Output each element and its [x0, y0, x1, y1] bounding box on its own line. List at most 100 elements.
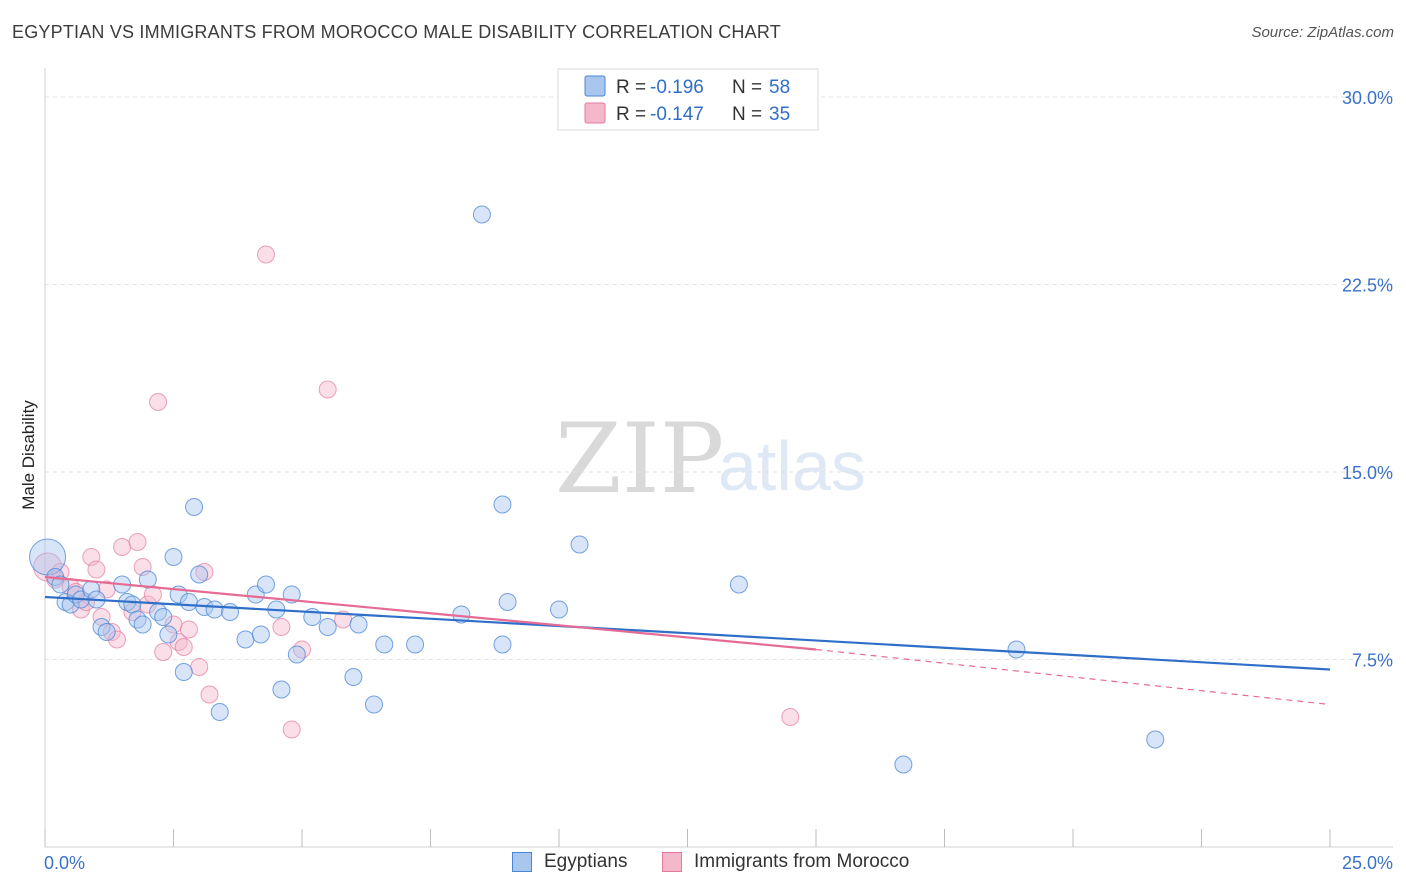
chart-title: EGYPTIAN VS IMMIGRANTS FROM MOROCCO MALE…: [12, 22, 781, 42]
egyptians-point-52: [729, 575, 748, 594]
egyptians-point-55: [1146, 730, 1165, 749]
egyptians-point-22: [174, 663, 193, 681]
x-tick-labels: 0.0% 25.0%: [44, 853, 1393, 873]
morocco-point-22: [169, 633, 188, 651]
egyptians-point-42: [364, 695, 383, 714]
morocco-point-12: [107, 630, 126, 649]
egyptians-point-10: [97, 623, 116, 641]
source-credit: Source: ZipAtlas.com: [1251, 24, 1394, 41]
egyptians-point-2: [51, 575, 70, 594]
egyptians-point-20: [164, 548, 183, 566]
egyptians-point-13: [123, 595, 142, 614]
morocco-point-31: [293, 640, 311, 659]
legend-r-value-egyptians: -0.196: [650, 77, 704, 98]
y-tick-label-2: 22.5%: [1342, 276, 1393, 296]
egyptians-trend-line: [44, 595, 1331, 671]
egyptians-point-33: [257, 575, 276, 594]
morocco-point-23: [174, 638, 193, 656]
y-tick-label-3: 30.0%: [1342, 88, 1393, 108]
axes: [44, 68, 1393, 848]
morocco-point-24: [179, 620, 198, 639]
egyptians-point-27: [205, 600, 224, 619]
egyptians-point-28: [210, 703, 229, 721]
egyptians-point-51: [570, 535, 589, 554]
morocco-point-17: [138, 595, 157, 614]
legend-r-value-morocco: -0.147: [650, 104, 704, 125]
egyptians-point-54: [1007, 640, 1026, 659]
legend-swatch-morocco: [584, 102, 606, 124]
egyptians-point-16: [138, 570, 157, 589]
legend-n-label-morocco: N =: [732, 104, 762, 125]
egyptians-point-47: [493, 495, 512, 514]
series-morocco-points: [33, 245, 800, 739]
morocco-point-30: [282, 720, 301, 739]
legend-swatch-morocco-bottom: [662, 852, 682, 872]
egyptians-point-0: [29, 538, 67, 576]
legend-swatch-egyptians-bottom: [512, 852, 532, 872]
egyptians-point-41: [349, 615, 368, 634]
legend-label-egyptians: Egyptians: [544, 851, 628, 872]
legend-r-label-morocco: R =: [616, 104, 646, 125]
series-egyptians-points: [29, 205, 1165, 774]
egyptians-point-50: [550, 600, 568, 619]
egyptians-point-15: [133, 615, 152, 634]
x-tick-label-0: 0.0%: [44, 853, 85, 873]
egyptians-point-49: [498, 593, 517, 611]
egyptians-point-19: [159, 625, 178, 644]
legend-label-morocco: Immigrants from Morocco: [694, 851, 910, 872]
y-tick-labels: 7.5% 15.0% 22.5% 30.0%: [1342, 88, 1393, 671]
watermark-zip: ZIP: [555, 403, 724, 515]
morocco-point-20: [154, 643, 173, 661]
morocco-point-29: [272, 618, 291, 636]
egyptians-point-18: [154, 608, 173, 626]
legend-item-egyptians: Egyptians: [512, 851, 627, 873]
egyptians-point-32: [251, 625, 270, 644]
legend-item-morocco: Immigrants from Morocco: [662, 851, 909, 873]
morocco-point-34: [781, 708, 800, 726]
egyptians-point-35: [272, 680, 291, 699]
egyptians-point-40: [344, 668, 363, 686]
morocco-point-25: [190, 658, 209, 676]
x-tick-label-1: 25.0%: [1342, 853, 1393, 873]
legend-n-value-morocco: 35: [769, 104, 790, 125]
legend-n-value-egyptians: 58: [769, 77, 790, 98]
watermark: ZIP atlas: [555, 403, 866, 515]
legend-n-label-egyptians: N =: [732, 77, 762, 98]
watermark-atlas: atlas: [718, 427, 866, 505]
y-tick-label-1: 15.0%: [1342, 463, 1393, 483]
morocco-point-8: [87, 560, 106, 579]
egyptians-point-37: [287, 645, 306, 664]
egyptians-point-14: [128, 610, 147, 629]
y-axis-label: Male Disability: [19, 400, 38, 510]
morocco-point-13: [113, 538, 132, 556]
legend-r-label-egyptians: R =: [616, 77, 646, 98]
egyptians-point-25: [190, 565, 209, 584]
egyptians-point-43: [375, 635, 394, 654]
egyptians-point-23: [179, 593, 198, 611]
morocco-point-26: [195, 563, 214, 581]
morocco-trend-extension: [815, 648, 1331, 706]
y-tick-label-0: 7.5%: [1352, 651, 1393, 671]
egyptians-point-46: [472, 205, 491, 224]
series-legend: Egyptians Immigrants from Morocco: [0, 851, 1406, 881]
legend: R = -0.196 N = 58 R = -0.147 N = 35: [557, 68, 819, 131]
egyptians-point-9: [92, 618, 111, 636]
legend-swatch-egyptians: [584, 75, 606, 97]
egyptians-point-53: [894, 755, 913, 774]
morocco-point-15: [128, 533, 147, 551]
morocco-point-19: [149, 393, 168, 411]
egyptians-point-4: [61, 595, 80, 614]
morocco-point-27: [200, 685, 219, 704]
egyptians-point-30: [236, 630, 255, 649]
morocco-point-2: [51, 563, 70, 581]
egyptians-point-44: [406, 635, 425, 654]
morocco-point-32: [318, 380, 337, 399]
egyptians-point-39: [318, 618, 337, 636]
egyptians-point-24: [185, 498, 204, 516]
grid-lines: [45, 96, 1393, 660]
egyptians-point-48: [493, 635, 512, 654]
morocco-point-28: [257, 245, 276, 264]
morocco-trend-line: [44, 575, 817, 651]
trend-lines: [44, 575, 1331, 706]
